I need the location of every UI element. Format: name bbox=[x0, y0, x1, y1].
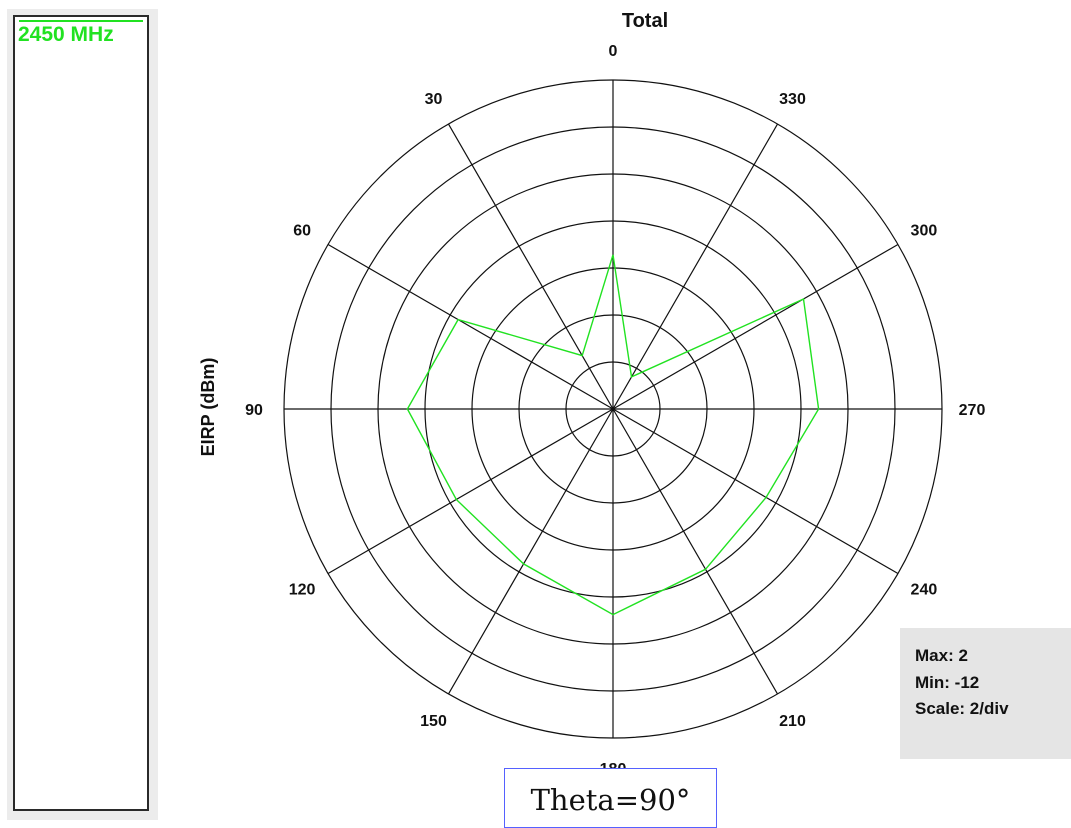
chart-title: Total bbox=[622, 10, 668, 32]
cut-label: Theta=90° bbox=[505, 783, 716, 817]
angle-tick-label: 30 bbox=[425, 91, 443, 108]
angle-tick-label: 300 bbox=[911, 223, 938, 240]
grid-spoke bbox=[449, 409, 614, 694]
angular-grid bbox=[284, 80, 942, 738]
min-value: Min: -12 bbox=[915, 673, 979, 693]
grid-spoke bbox=[449, 124, 614, 409]
angle-tick-label: 330 bbox=[779, 91, 806, 108]
grid-spoke bbox=[328, 245, 613, 410]
angle-tick-label: 270 bbox=[959, 402, 986, 419]
grid-spoke bbox=[613, 409, 898, 574]
stats-box: Max: 2 Min: -12 Scale: 2/div bbox=[900, 628, 1071, 759]
max-value: Max: 2 bbox=[915, 646, 968, 666]
angle-tick-label: 60 bbox=[293, 223, 311, 240]
cut-label-box: Theta=90° bbox=[504, 768, 717, 828]
scale-value: Scale: 2/div bbox=[915, 699, 1009, 719]
grid-spoke bbox=[328, 409, 613, 574]
grid-spoke bbox=[613, 409, 778, 694]
angle-tick-label: 210 bbox=[779, 713, 806, 730]
angle-tick-label: 90 bbox=[245, 402, 263, 419]
grid-spoke bbox=[613, 124, 778, 409]
angle-tick-label: 240 bbox=[911, 582, 938, 599]
angle-tick-label: 0 bbox=[609, 43, 618, 60]
y-axis-label: EIRP (dBm) bbox=[198, 358, 218, 457]
angle-tick-label: 120 bbox=[289, 582, 316, 599]
angle-tick-label: 150 bbox=[420, 713, 447, 730]
grid-spoke bbox=[613, 245, 898, 410]
